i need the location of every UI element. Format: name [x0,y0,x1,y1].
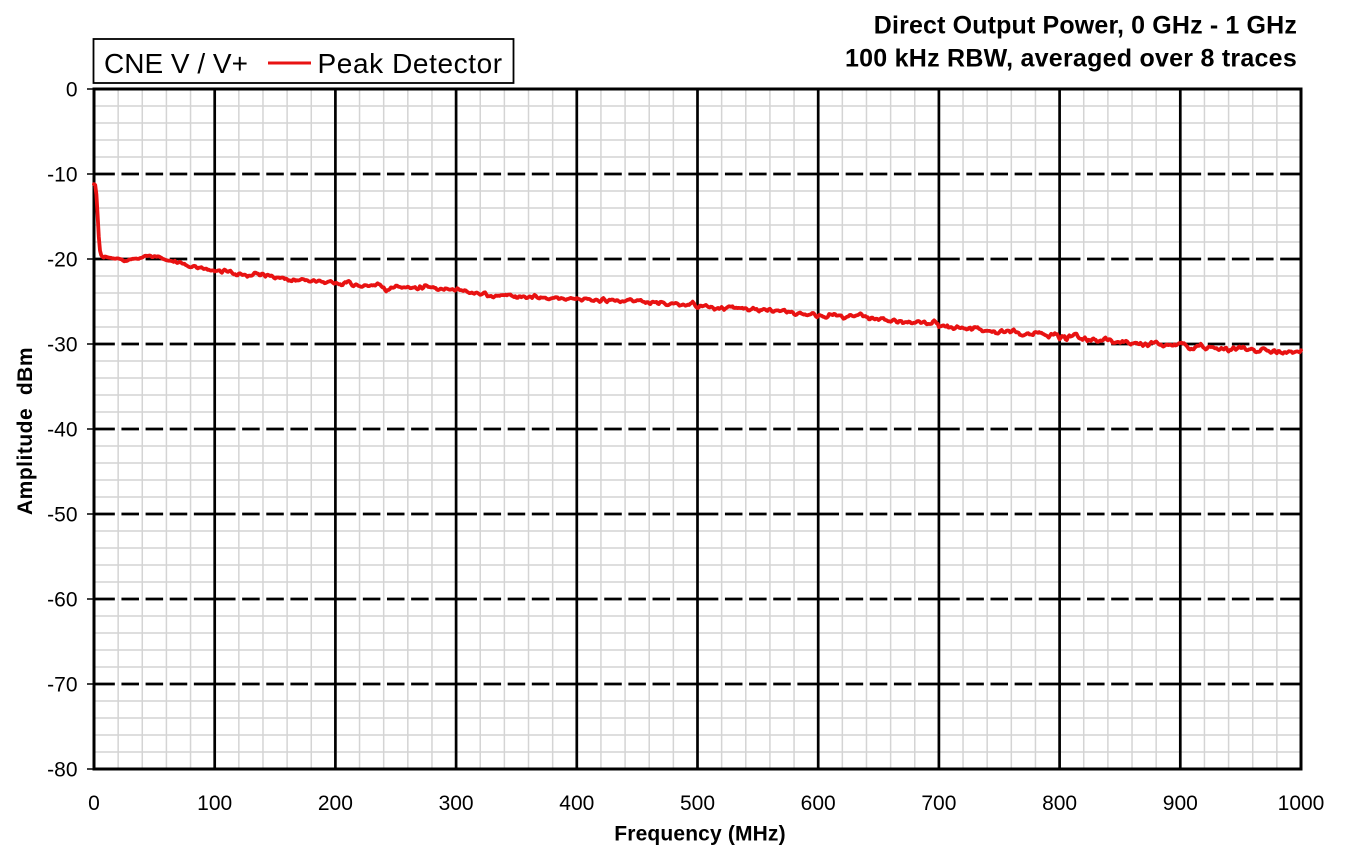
svg-text:300: 300 [439,792,474,815]
svg-text:Amplitude dBm: Amplitude dBm [14,347,37,515]
svg-text:-50: -50 [47,503,77,526]
svg-text:100 kHz RBW, averaged over 8 t: 100 kHz RBW, averaged over 8 traces [845,45,1297,73]
svg-text:100: 100 [197,792,232,815]
svg-text:CNE V / V+: CNE V / V+ [104,48,248,79]
svg-text:1000: 1000 [1278,792,1325,815]
svg-text:-10: -10 [47,163,77,186]
svg-text:0: 0 [88,792,100,815]
svg-text:-40: -40 [47,418,77,441]
svg-text:0: 0 [66,78,78,101]
svg-text:700: 700 [921,792,956,815]
svg-text:500: 500 [680,792,715,815]
svg-text:Direct Output Power, 0 GHz - 1: Direct Output Power, 0 GHz - 1 GHz [874,12,1297,40]
svg-text:900: 900 [1163,792,1198,815]
svg-text:Peak Detector: Peak Detector [318,48,503,79]
svg-text:-20: -20 [47,248,77,271]
svg-text:400: 400 [559,792,594,815]
svg-text:800: 800 [1042,792,1077,815]
svg-text:600: 600 [801,792,836,815]
svg-text:-70: -70 [47,673,77,696]
svg-text:-60: -60 [47,588,77,611]
svg-text:Frequency (MHz): Frequency (MHz) [614,823,785,846]
svg-text:-30: -30 [47,333,77,356]
svg-text:200: 200 [318,792,353,815]
svg-text:-80: -80 [47,758,77,781]
